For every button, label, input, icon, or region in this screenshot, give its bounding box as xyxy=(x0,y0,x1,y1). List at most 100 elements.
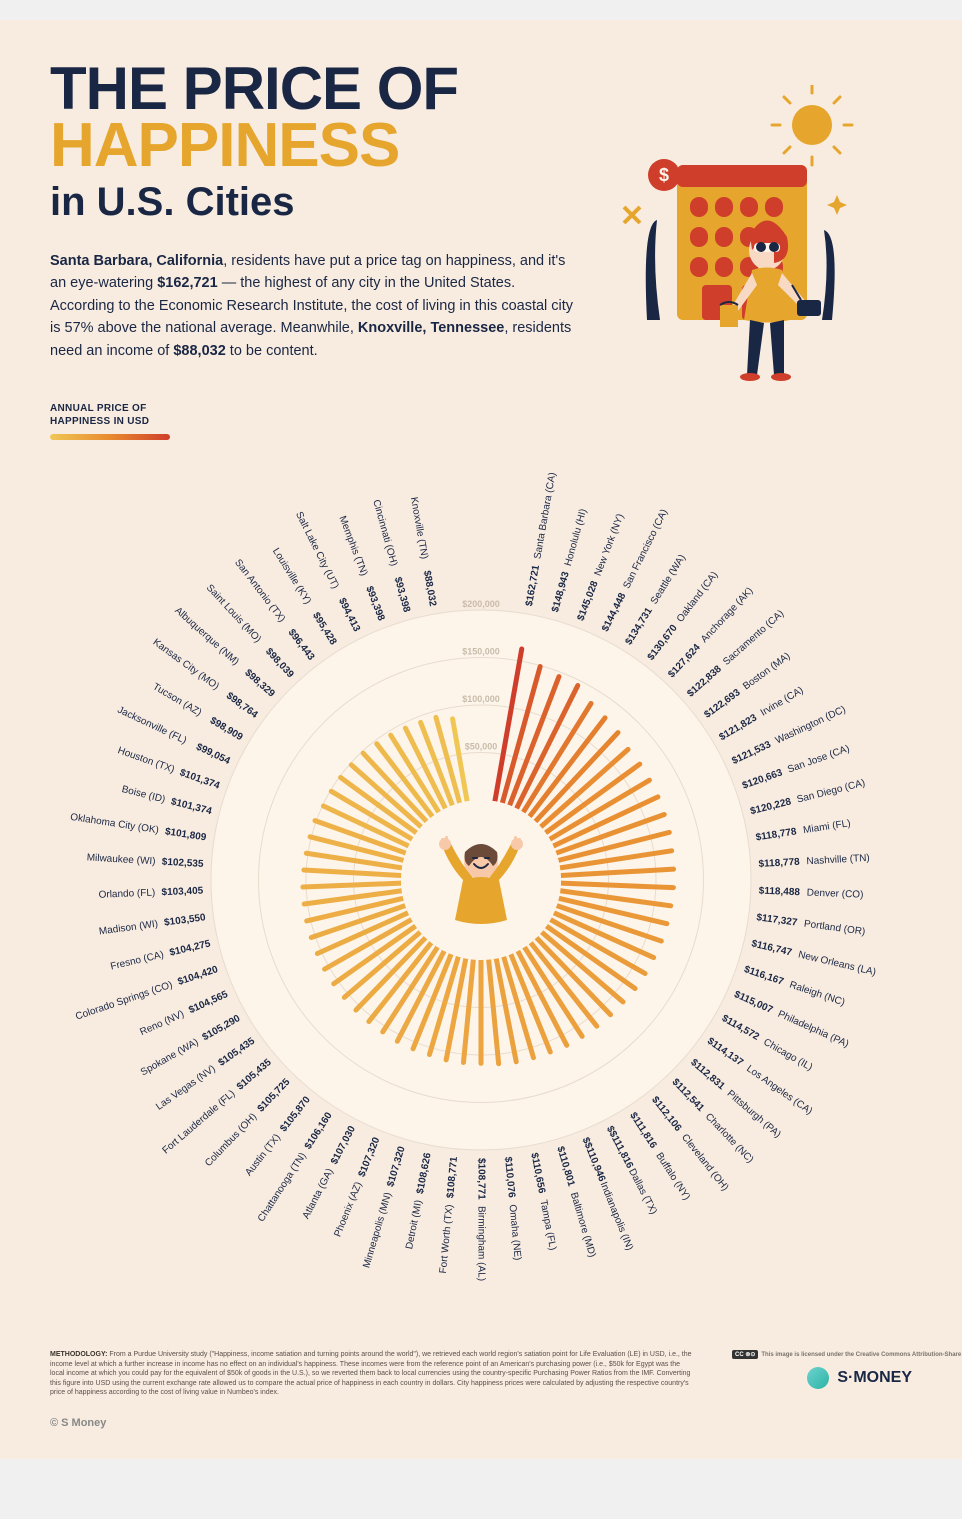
svg-text:$110,801: $110,801 xyxy=(554,1145,576,1188)
svg-text:Irvine (CA): Irvine (CA) xyxy=(759,685,806,719)
svg-text:$: $ xyxy=(659,165,669,185)
svg-text:Cincinnati (OH): Cincinnati (OH) xyxy=(370,499,399,568)
svg-text:Santa Barbara (CA): Santa Barbara (CA) xyxy=(532,472,558,560)
license-text: CC ⊚⊙This image is licensed under the Cr… xyxy=(732,1350,912,1359)
svg-text:Knoxville (TN): Knoxville (TN) xyxy=(408,496,430,560)
svg-text:$105,870: $105,870 xyxy=(278,1094,313,1134)
svg-text:$108,771: $108,771 xyxy=(475,1158,486,1200)
svg-text:$50,000: $50,000 xyxy=(465,742,498,752)
svg-text:$96,443: $96,443 xyxy=(286,627,317,663)
svg-text:Boston (MA): Boston (MA) xyxy=(741,651,792,693)
svg-text:Detroit (MI): Detroit (MI) xyxy=(404,1199,424,1250)
svg-text:$106,160: $106,160 xyxy=(303,1110,335,1151)
svg-text:Oakland (CA): Oakland (CA) xyxy=(675,570,721,625)
svg-text:Chicago (IL): Chicago (IL) xyxy=(761,1037,814,1074)
svg-text:Reno (NV): Reno (NV) xyxy=(138,1009,186,1038)
cc-badge-icon: CC ⊚⊙ xyxy=(732,1350,758,1359)
svg-text:$102,535: $102,535 xyxy=(161,857,204,870)
svg-text:$94,413: $94,413 xyxy=(336,597,362,635)
svg-text:Orlando (FL): Orlando (FL) xyxy=(98,888,155,901)
svg-text:Dallas (TX): Dallas (TX) xyxy=(626,1167,659,1216)
svg-text:Madison (WI): Madison (WI) xyxy=(98,919,158,938)
brand-block: CC ⊚⊙This image is licensed under the Cr… xyxy=(732,1350,912,1389)
svg-text:$116,747: $116,747 xyxy=(750,939,793,959)
radial-chart: $50,000$100,000$150,000$200,000$162,721S… xyxy=(51,450,911,1310)
svg-text:New York (NY): New York (NY) xyxy=(593,513,627,578)
svg-text:Birmingham (AL): Birmingham (AL) xyxy=(475,1206,486,1281)
svg-text:San Diego (CA): San Diego (CA) xyxy=(796,778,867,806)
svg-text:$105,435: $105,435 xyxy=(235,1057,274,1093)
svg-text:Seattle (WA): Seattle (WA) xyxy=(649,553,688,607)
svg-text:Fresno (CA): Fresno (CA) xyxy=(109,950,165,973)
svg-text:$93,398: $93,398 xyxy=(363,585,386,623)
svg-text:$116,167: $116,167 xyxy=(743,964,786,988)
svg-text:$120,228: $120,228 xyxy=(749,797,793,818)
svg-text:$98,329: $98,329 xyxy=(242,668,277,701)
svg-text:Omaha (NE): Omaha (NE) xyxy=(507,1204,523,1261)
svg-text:$107,320: $107,320 xyxy=(385,1145,407,1189)
brand-logo-icon xyxy=(807,1367,829,1389)
svg-text:$122,693: $122,693 xyxy=(702,687,743,721)
svg-text:$110,656: $110,656 xyxy=(528,1152,547,1195)
svg-text:$107,030: $107,030 xyxy=(329,1124,358,1166)
svg-text:Colorado Springs (CO): Colorado Springs (CO) xyxy=(74,980,174,1023)
svg-text:$114,572: $114,572 xyxy=(720,1013,762,1043)
svg-text:Pittsburgh (PA): Pittsburgh (PA) xyxy=(725,1089,783,1141)
svg-text:$101,374: $101,374 xyxy=(178,768,221,793)
svg-text:$101,374: $101,374 xyxy=(170,797,214,818)
svg-text:San Jose (CA): San Jose (CA) xyxy=(786,744,851,776)
svg-text:Milwaukee (WI): Milwaukee (WI) xyxy=(86,853,155,868)
methodology: METHODOLOGY: From a Purdue University st… xyxy=(50,1350,692,1397)
svg-text:$$111,816: $$111,816 xyxy=(604,1125,635,1171)
svg-text:Washington (DC): Washington (DC) xyxy=(774,704,848,746)
svg-text:Minneapolis (MN): Minneapolis (MN) xyxy=(361,1191,394,1269)
svg-text:$112,106: $112,106 xyxy=(649,1095,683,1134)
svg-text:Buffalo (NY): Buffalo (NY) xyxy=(653,1151,692,1203)
svg-text:Baltimore (MD): Baltimore (MD) xyxy=(568,1191,598,1259)
svg-text:$98,764: $98,764 xyxy=(224,691,260,721)
svg-text:Tampa (FL): Tampa (FL) xyxy=(537,1199,558,1251)
methodology-text: From a Purdue University study ("Happine… xyxy=(50,1351,692,1396)
svg-text:$88,032: $88,032 xyxy=(421,570,438,608)
hero-illustration: $ xyxy=(602,85,882,385)
svg-text:$105,435: $105,435 xyxy=(217,1036,258,1069)
svg-text:$115,007: $115,007 xyxy=(732,989,774,1016)
svg-text:Columbus (OH): Columbus (OH) xyxy=(203,1112,259,1170)
svg-text:$107,320: $107,320 xyxy=(357,1136,383,1179)
svg-text:$98,909: $98,909 xyxy=(208,715,245,743)
svg-text:$117,327: $117,327 xyxy=(756,912,799,929)
svg-text:Phoenix (AZ): Phoenix (AZ) xyxy=(332,1181,364,1239)
svg-text:$130,670: $130,670 xyxy=(646,623,680,663)
svg-text:$120,663: $120,663 xyxy=(741,767,784,792)
svg-text:Jacksonville (FL): Jacksonville (FL) xyxy=(116,705,189,747)
svg-text:$104,420: $104,420 xyxy=(176,964,219,988)
svg-text:$121,823: $121,823 xyxy=(717,712,759,743)
svg-text:$121,533: $121,533 xyxy=(730,739,773,767)
svg-text:Raleigh (NC): Raleigh (NC) xyxy=(788,980,846,1009)
legend-label: ANNUAL PRICE OFHAPPINESS IN USD xyxy=(50,402,912,428)
svg-text:Charlotte (NC): Charlotte (NC) xyxy=(703,1112,756,1166)
svg-text:$122,838: $122,838 xyxy=(685,664,724,700)
svg-text:Philadelphia (PA): Philadelphia (PA) xyxy=(776,1009,850,1050)
svg-text:$93,398: $93,398 xyxy=(392,576,412,614)
svg-text:$101,809: $101,809 xyxy=(164,827,207,844)
svg-text:Nashville (TN): Nashville (TN) xyxy=(806,853,870,868)
svg-text:$127,624: $127,624 xyxy=(666,642,703,680)
svg-text:$108,771: $108,771 xyxy=(445,1156,460,1199)
svg-text:$162,721: $162,721 xyxy=(524,564,542,607)
svg-text:$148,943: $148,943 xyxy=(550,570,572,614)
svg-text:Miami (FL): Miami (FL) xyxy=(802,818,851,836)
svg-text:Portland (OR): Portland (OR) xyxy=(803,919,866,938)
svg-text:$118,778: $118,778 xyxy=(755,827,798,844)
svg-text:Las Vegas (NV): Las Vegas (NV) xyxy=(154,1064,218,1113)
svg-text:$112,831: $112,831 xyxy=(688,1057,727,1092)
infographic-page: THE PRICE OF HAPPINESS in U.S. Cities Sa… xyxy=(0,20,962,1459)
svg-text:Honolulu (HI): Honolulu (HI) xyxy=(563,508,589,568)
svg-text:$104,565: $104,565 xyxy=(187,989,230,1016)
brand-name: S·MONEY xyxy=(837,1369,912,1387)
svg-text:Houston (TX): Houston (TX) xyxy=(116,745,176,775)
license-label: This image is licensed under the Creativ… xyxy=(761,1352,962,1358)
svg-text:$100,000: $100,000 xyxy=(462,694,500,704)
svg-text:$103,550: $103,550 xyxy=(163,912,206,929)
header: THE PRICE OF HAPPINESS in U.S. Cities Sa… xyxy=(50,60,912,362)
